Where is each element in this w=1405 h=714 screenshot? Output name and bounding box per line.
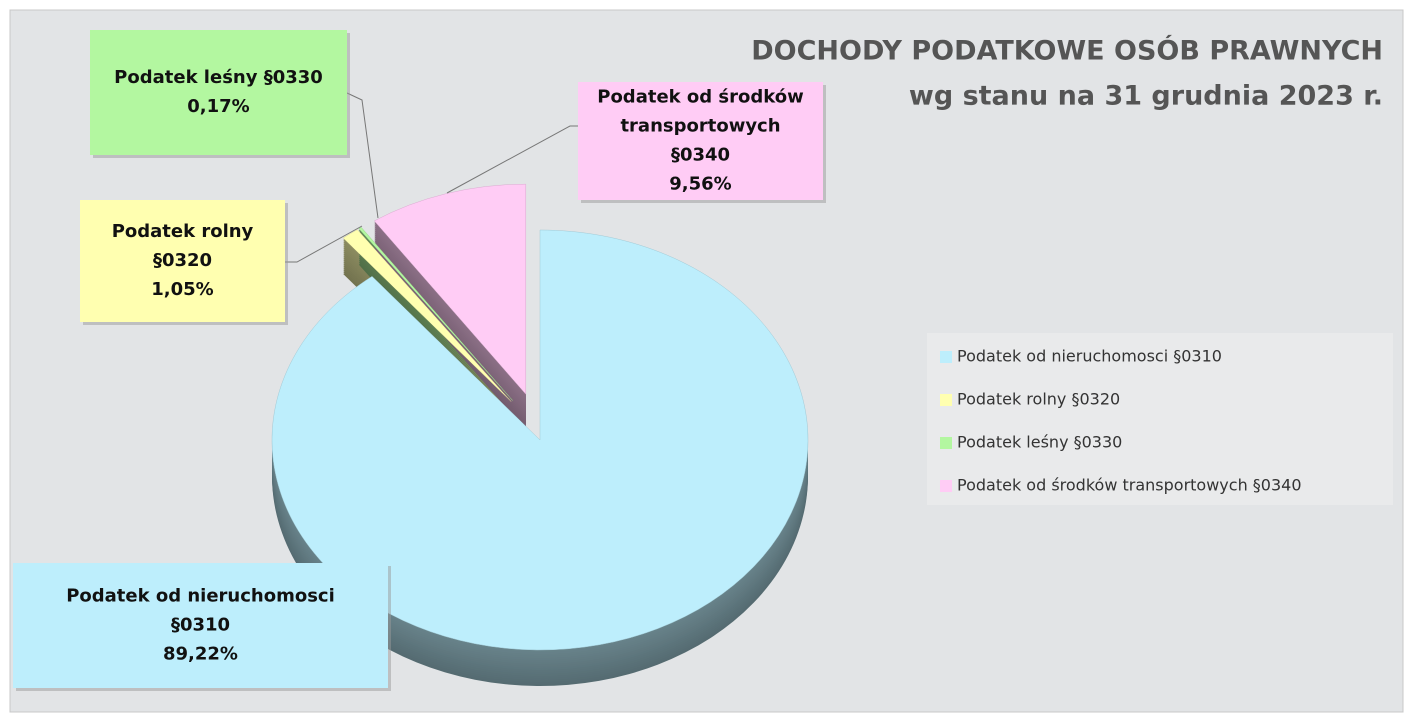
label-text: Podatek rolny bbox=[112, 221, 254, 242]
leader-line bbox=[285, 225, 363, 263]
label-box bbox=[90, 30, 347, 155]
label-text: Podatek leśny §0330 bbox=[114, 67, 323, 88]
slice bbox=[271, 229, 809, 651]
legend-label: Podatek od nieruchomosci §0310 bbox=[957, 347, 1222, 366]
value-label: 1,05% bbox=[151, 279, 213, 300]
value-label: 0,17% bbox=[187, 96, 249, 117]
label-text: §0340 bbox=[671, 145, 730, 166]
legend-label: Podatek leśny §0330 bbox=[957, 433, 1122, 452]
labels: Podatek od nieruchomosci §0310 89,22% Podat… bbox=[13, 30, 826, 691]
label-box bbox=[80, 200, 285, 322]
legend-swatch bbox=[940, 394, 952, 406]
leader-line bbox=[346, 92, 379, 219]
value-label: 89,22% bbox=[163, 644, 238, 665]
chart-title: DOCHODY PODATKOWE OSÓB PRAWNYCH bbox=[751, 35, 1383, 67]
label-text: §0310 bbox=[171, 615, 230, 636]
label-box bbox=[578, 82, 823, 200]
label-text: §0320 bbox=[153, 250, 212, 271]
legend-swatch bbox=[940, 437, 952, 449]
leader-line bbox=[446, 125, 578, 194]
legend bbox=[927, 333, 1393, 505]
label-text: Podatek od nieruchomosci bbox=[66, 586, 335, 607]
slice bbox=[373, 183, 527, 395]
legend-swatch bbox=[940, 480, 952, 492]
pie bbox=[271, 183, 809, 686]
legend-swatch bbox=[940, 351, 952, 363]
slice bbox=[342, 229, 512, 402]
value-label: 9,56% bbox=[669, 174, 731, 195]
legend-label: Podatek od środków transportowych §0340 bbox=[957, 476, 1302, 495]
label-text: transportowych bbox=[620, 116, 780, 137]
chart-subtitle: wg stanu na 31 grudnia 2023 r. bbox=[909, 81, 1383, 112]
slice bbox=[358, 226, 513, 401]
label-text: Podatek od środków bbox=[597, 87, 803, 108]
legend-label: Podatek rolny §0320 bbox=[957, 390, 1120, 409]
label-box bbox=[13, 563, 388, 688]
